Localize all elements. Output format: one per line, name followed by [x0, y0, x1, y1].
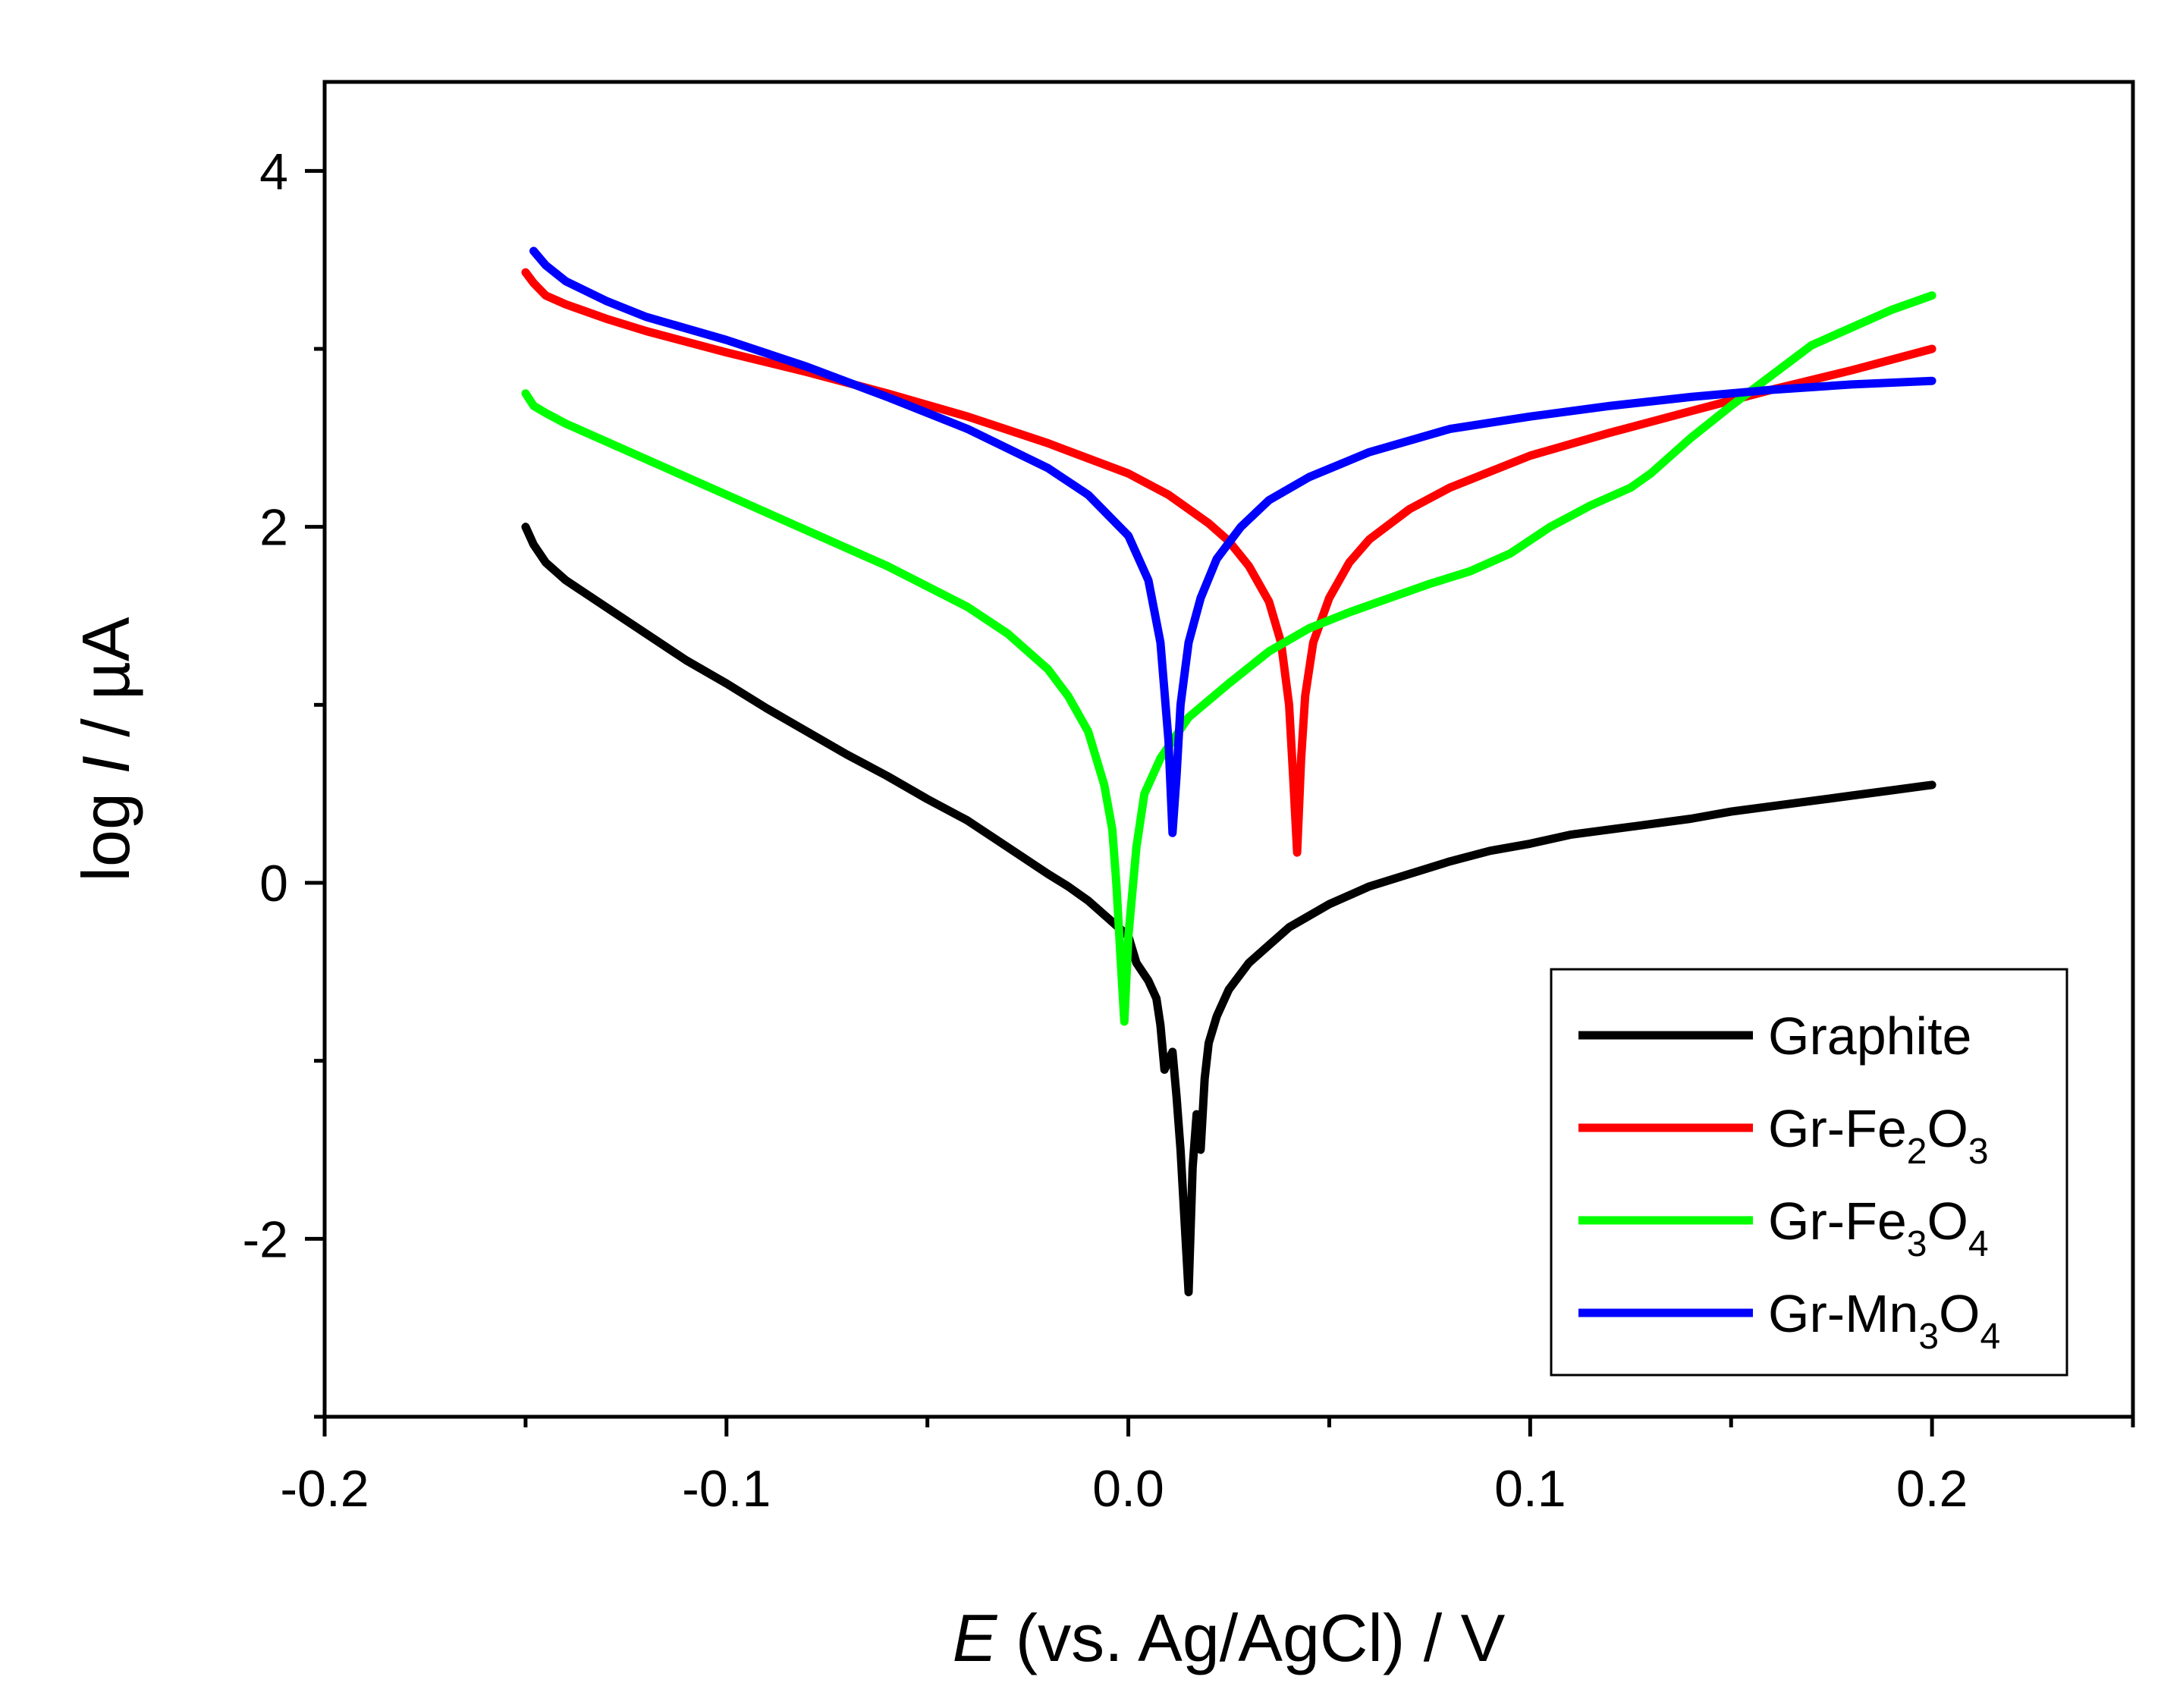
series-layer	[521, 246, 1936, 1297]
y-axis-unit: / µA	[68, 617, 143, 755]
plot-frame	[322, 80, 2135, 1419]
x-tick-label: 0.1	[1494, 1460, 1566, 1518]
x-tick-label: -0.2	[280, 1460, 369, 1518]
series-line-gr-mn3o4	[529, 246, 1936, 837]
x-tick-label: 0.0	[1092, 1460, 1164, 1518]
axis-titles: E (vs. Ag/AgCl) / V log I / µA	[68, 617, 1506, 1675]
y-tick-label: 4	[259, 143, 288, 200]
x-axis-unit: (vs. Ag/AgCl) / V	[997, 1600, 1505, 1675]
legend-label-gr-mn3o4: Gr-Mn3O4	[1768, 1284, 2000, 1357]
x-axis-variable: E	[953, 1600, 998, 1675]
y-axis-variable: I	[68, 755, 143, 774]
y-tick-label: 2	[259, 499, 288, 557]
ticks-layer: -0.2 -0.1 0.0 0.1 0.2 -2 0 2 4	[243, 143, 2135, 1518]
y-tick-label: 0	[259, 855, 288, 912]
x-tick-label: -0.1	[682, 1460, 771, 1518]
legend-label-gr-fe2o3: Gr-Fe2O3	[1768, 1099, 1989, 1172]
series-line-gr-fe3o4	[521, 291, 1936, 1026]
legend: Graphite Gr-Fe2O3 Gr-Fe3O4 Gr-Mn3O4	[1550, 968, 2068, 1377]
y-axis-prefix: log	[68, 774, 143, 882]
y-axis-title: log I / µA	[68, 617, 143, 881]
x-tick-label: 0.2	[1896, 1460, 1968, 1518]
x-axis-title: E (vs. Ag/AgCl) / V	[953, 1600, 1506, 1675]
series-line-graphite	[521, 523, 1936, 1297]
legend-label-gr-fe3o4: Gr-Fe3O4	[1768, 1192, 1989, 1264]
legend-label-graphite: Graphite	[1768, 1006, 1971, 1066]
y-tick-label: -2	[243, 1210, 288, 1268]
